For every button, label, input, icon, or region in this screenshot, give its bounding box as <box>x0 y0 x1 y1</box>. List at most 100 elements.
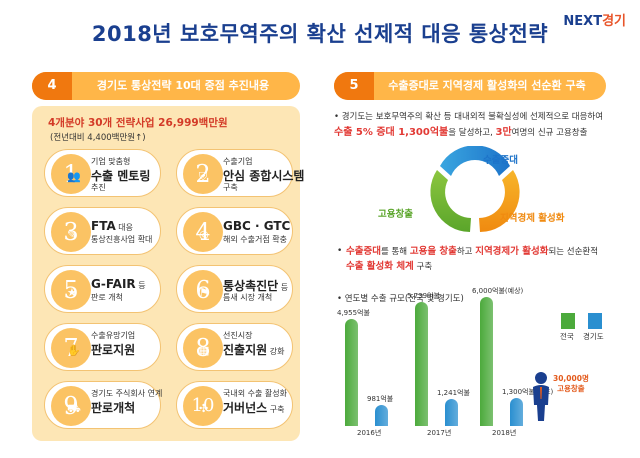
card-number: 6 <box>183 270 223 310</box>
card-number: 9 <box>51 386 91 426</box>
year-label: 2017년 <box>427 429 452 437</box>
card-small-text: 국내외 수출 활성화 <box>223 389 287 398</box>
bar-gyeonggi-0 <box>375 404 388 426</box>
building-icon: ▦ <box>199 344 210 357</box>
bar-gyeonggi-2 <box>510 398 523 426</box>
bar-label: 1,241억불 <box>437 389 470 398</box>
cycle-arc-jobs <box>430 170 471 232</box>
right-panel-header: 5 수출증대로 지역경제 활성화의 선순환 구축 <box>334 72 606 100</box>
budget-increase: (전년대비 4,400백만원↑) <box>50 133 146 143</box>
bar-label: 1,300억불(목표) <box>502 388 554 396</box>
left-panel-number: 4 <box>32 72 72 100</box>
card-tail-text: 판로 개척 <box>91 293 123 302</box>
legend-national-swatch <box>561 313 575 329</box>
jobs-target: 3만 <box>495 126 512 138</box>
export-target: 수출 5% 증대 1,300억불 <box>334 126 449 138</box>
blurb-bullet: • <box>337 246 343 256</box>
page-title: 2018년 보호무역주의 확산 선제적 대응 통상전략 <box>91 22 549 46</box>
bar-label: 981억불 <box>367 394 394 403</box>
cycle-label-export: 수출증대 <box>483 155 518 166</box>
card-number: 3 <box>51 212 91 252</box>
cycle-label-economy: 지역경제 활성화 <box>500 213 565 224</box>
bar-national-2 <box>480 296 493 426</box>
card-main-text: GBC · GTC <box>223 219 291 233</box>
cycle-arc-export <box>440 146 510 176</box>
legend-gyeonggi-label: 경기도 <box>583 332 604 341</box>
left-panel-box: 4개분야 30개 전략사업 26,999백만원 (전년대비 4,400백만원↑)… <box>32 106 304 441</box>
card-number: 8 <box>183 328 223 368</box>
jobs-created-label: 30,000명 고용창출 <box>553 374 589 393</box>
card-main-text: 안심 종합시스템 <box>223 169 305 183</box>
card-tail-text: 해외 수출거점 확충 <box>223 235 287 244</box>
person-icon <box>533 372 549 421</box>
left-panel-header: 4 경기도 통상전략 10대 중점 추진내용 <box>32 72 300 100</box>
bar-label: 6,000억불(예상) <box>472 286 524 295</box>
card-suffix-text: 등 <box>138 281 146 290</box>
card-number: 1 <box>51 154 91 194</box>
card-main-text: 판로개척 <box>91 401 136 415</box>
card-small-text: 기업 맞춤형 <box>91 157 131 166</box>
card-main-text: 통상촉진단 <box>223 279 279 293</box>
bar-national-1 <box>415 302 428 426</box>
card-main-text: G-FAIR <box>91 277 136 291</box>
card-main-text: 진출지원 <box>223 343 268 357</box>
cart-icon: ⛟ <box>67 402 81 415</box>
budget-summary: 4개분야 30개 전략사업 26,999백만원 <box>48 117 228 129</box>
globe-icon: ◎ <box>199 228 209 241</box>
cycle-arc-economy <box>479 170 520 232</box>
people-icon: 👥 <box>67 170 81 183</box>
year-label: 2018년 <box>492 429 517 437</box>
virtuous-cycle-diagram <box>430 146 520 232</box>
card-small-text: 선진시장 <box>223 331 253 340</box>
card-main-text: FTA <box>91 219 116 233</box>
card-suffix-text: 대응 <box>118 223 134 232</box>
strategy-card-4: 4 ◎ GBC · GTC 해외 수출거점 확충 <box>176 207 293 255</box>
right-panel-number: 5 <box>334 72 374 100</box>
flag-icon: ⚑ <box>199 286 209 299</box>
cycle-label-jobs: 고용창출 <box>378 209 413 220</box>
network-icon: ✣ <box>199 402 209 415</box>
chart-title: • 연도별 수출 규모(전국 및 경기도) <box>337 294 464 304</box>
intro-text: • 경기도는 보호무역주의 확산 등 대내외적 불확실성에 선제적으로 대응하여… <box>334 112 604 138</box>
star-icon: ★ <box>67 286 77 299</box>
card-tail-text: 통상진흥사업 확대 <box>91 235 153 244</box>
card-number: 10 <box>183 386 223 426</box>
card-main-text: 판로지원 <box>91 343 136 357</box>
card-small-text: 수출기업 <box>223 157 253 166</box>
card-tail-text: 추진 <box>91 183 106 192</box>
card-tail-text: 구축 <box>223 183 238 192</box>
cycle-description: 수출증대를 통해 고용을 창출하고 지역경제가 활성화되는 선순환적 수출 활성… <box>346 246 599 272</box>
shield-icon: ⛨ <box>199 170 208 183</box>
card-main-text: 거버넌스 <box>223 401 268 415</box>
card-suffix-text: 구축 <box>269 405 285 414</box>
card-suffix-text: 강화 <box>269 347 285 356</box>
card-tail-text: 틈새 시장 개척 <box>223 293 273 302</box>
bar-label: 5,739억불 <box>407 292 440 301</box>
next-gyeonggi-logo: NEXT경기 <box>563 14 626 29</box>
card-small-text: 경기도 주식회사 연계 <box>91 389 163 398</box>
right-panel-title: 수출증대로 지역경제 활성화의 선순환 구축 <box>388 79 586 92</box>
card-suffix-text: 등 <box>280 283 289 292</box>
bar-national-0 <box>345 319 358 426</box>
legend-national-label: 전국 <box>560 332 574 341</box>
pen-icon: ✎ <box>67 228 77 241</box>
handshake-icon: ✋ <box>67 344 81 357</box>
legend-gyeonggi-swatch <box>588 313 602 329</box>
year-label: 2016년 <box>357 429 382 437</box>
card-number: 2 <box>183 154 223 194</box>
card-number: 4 <box>183 212 223 252</box>
card-number: 7 <box>51 328 91 368</box>
card-main-text: 수출 멘토링 <box>91 169 151 183</box>
bar-label: 4,955억불 <box>337 309 370 318</box>
card-small-text: 수출유망기업 <box>91 331 136 340</box>
left-panel-title: 경기도 통상전략 10대 중점 추진내용 <box>96 79 270 92</box>
card-number: 5 <box>51 270 91 310</box>
